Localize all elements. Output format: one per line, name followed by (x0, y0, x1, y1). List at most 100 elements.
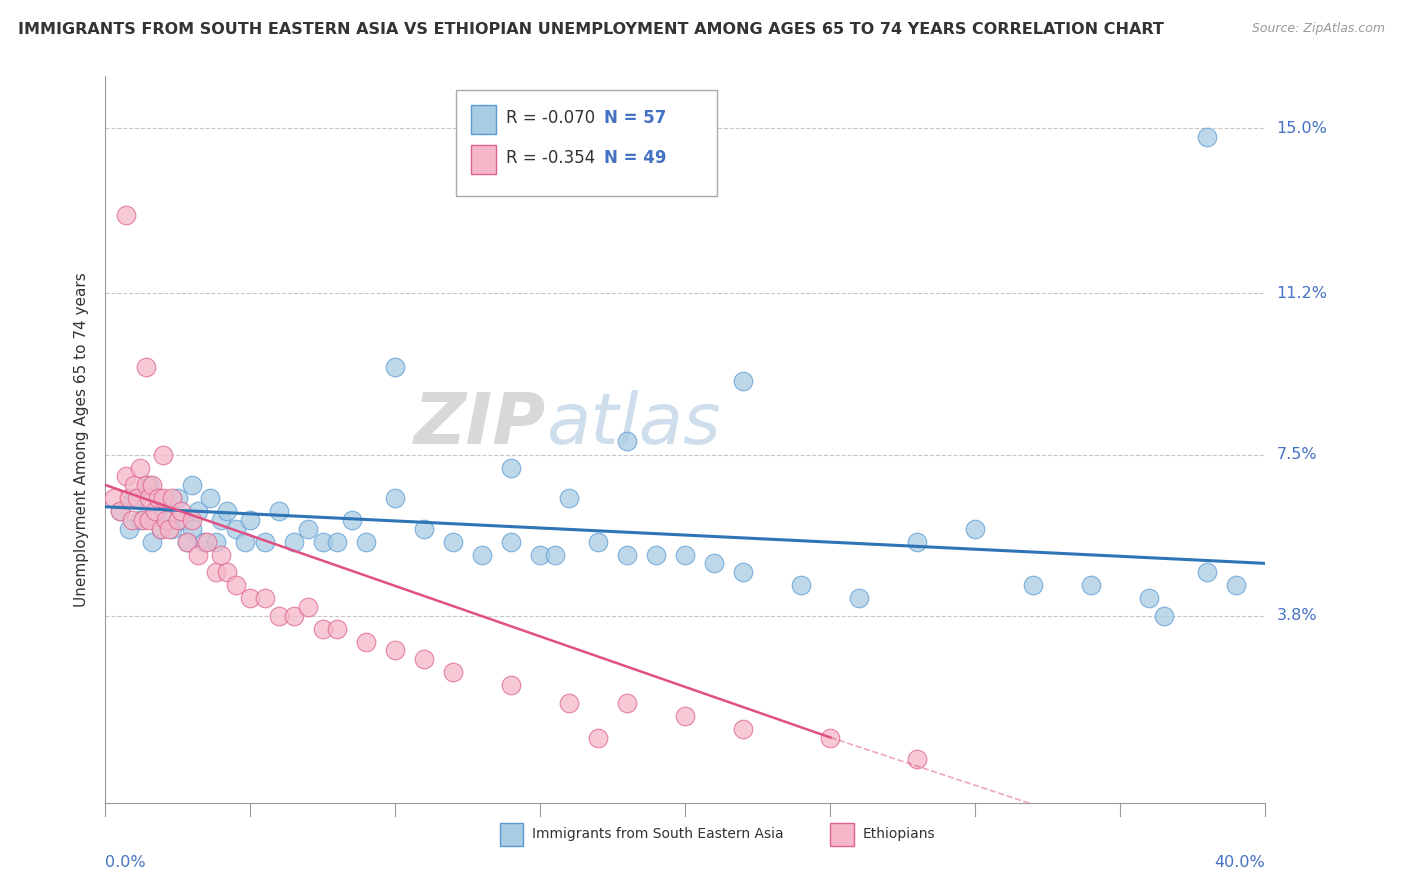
Text: 0.0%: 0.0% (105, 855, 146, 870)
Point (141, 534, 163, 549)
Text: 11.2%: 11.2% (1277, 286, 1327, 301)
Point (138, 478, 160, 492)
Point (118, 522, 141, 536)
Point (471, 548, 494, 562)
Point (733, 565, 755, 579)
Point (127, 491, 149, 505)
Point (124, 491, 146, 505)
Point (225, 522, 247, 536)
Point (114, 469, 136, 483)
Point (239, 591, 262, 606)
Point (253, 591, 276, 606)
Point (501, 460, 523, 475)
Point (211, 548, 233, 562)
Point (501, 678, 523, 692)
Point (181, 513, 204, 527)
Point (645, 548, 668, 562)
Point (1197, 129, 1219, 144)
Point (193, 534, 215, 549)
Point (384, 643, 406, 657)
Point (384, 491, 406, 505)
Point (152, 491, 174, 505)
Text: R = -0.070: R = -0.070 (506, 109, 595, 127)
Text: N = 49: N = 49 (605, 149, 666, 167)
Point (103, 491, 125, 505)
Point (135, 360, 157, 375)
Point (297, 522, 319, 536)
Point (544, 548, 567, 562)
Point (108, 504, 131, 518)
Point (356, 634, 378, 648)
Point (312, 622, 335, 636)
Point (173, 513, 195, 527)
Point (157, 522, 180, 536)
Text: N = 57: N = 57 (605, 109, 666, 127)
Point (384, 360, 406, 375)
Point (703, 557, 725, 571)
Point (135, 478, 157, 492)
Point (187, 504, 209, 518)
Point (326, 534, 349, 549)
Point (529, 548, 551, 562)
Point (152, 504, 174, 518)
Point (181, 478, 204, 492)
Point (356, 534, 378, 549)
Text: IMMIGRANTS FROM SOUTH EASTERN ASIA VS ETHIOPIAN UNEMPLOYMENT AMONG AGES 65 TO 74: IMMIGRANTS FROM SOUTH EASTERN ASIA VS ET… (18, 22, 1164, 37)
Text: 3.8%: 3.8% (1277, 608, 1317, 624)
Point (204, 565, 226, 579)
Point (198, 491, 221, 505)
Point (269, 504, 291, 518)
Point (155, 513, 177, 527)
Point (181, 522, 204, 536)
Point (108, 504, 131, 518)
Point (340, 513, 363, 527)
Point (146, 491, 169, 505)
Point (1080, 578, 1102, 592)
Point (907, 752, 929, 766)
Point (616, 434, 638, 449)
Point (413, 652, 436, 666)
Text: 15.0%: 15.0% (1277, 120, 1327, 136)
Point (157, 513, 180, 527)
Point (160, 491, 183, 505)
Text: 40.0%: 40.0% (1215, 855, 1265, 870)
FancyBboxPatch shape (831, 823, 853, 847)
Point (790, 578, 813, 592)
Point (441, 534, 464, 549)
Point (733, 722, 755, 736)
Point (143, 504, 166, 518)
Text: atlas: atlas (546, 391, 721, 459)
Point (907, 534, 929, 549)
Point (176, 534, 198, 549)
Point (326, 622, 349, 636)
FancyBboxPatch shape (456, 90, 717, 195)
Point (132, 513, 155, 527)
Point (167, 513, 190, 527)
Point (441, 665, 464, 680)
Point (138, 513, 160, 527)
Point (1022, 578, 1045, 592)
Point (588, 731, 610, 745)
FancyBboxPatch shape (471, 105, 496, 134)
Point (1153, 608, 1175, 623)
Point (225, 578, 247, 592)
Point (1139, 591, 1161, 606)
Point (283, 608, 305, 623)
Point (118, 491, 141, 505)
Point (283, 534, 305, 549)
Point (253, 534, 276, 549)
Point (675, 708, 697, 723)
Point (149, 522, 172, 536)
Point (195, 534, 218, 549)
Point (121, 513, 143, 527)
Point (501, 534, 523, 549)
Point (675, 548, 697, 562)
Text: R = -0.354: R = -0.354 (506, 149, 595, 167)
Point (965, 522, 987, 536)
Point (167, 491, 190, 505)
Text: Immigrants from South Eastern Asia: Immigrants from South Eastern Asia (533, 827, 785, 841)
Point (141, 478, 163, 492)
Point (129, 513, 152, 527)
Point (233, 534, 256, 549)
Point (269, 608, 291, 623)
